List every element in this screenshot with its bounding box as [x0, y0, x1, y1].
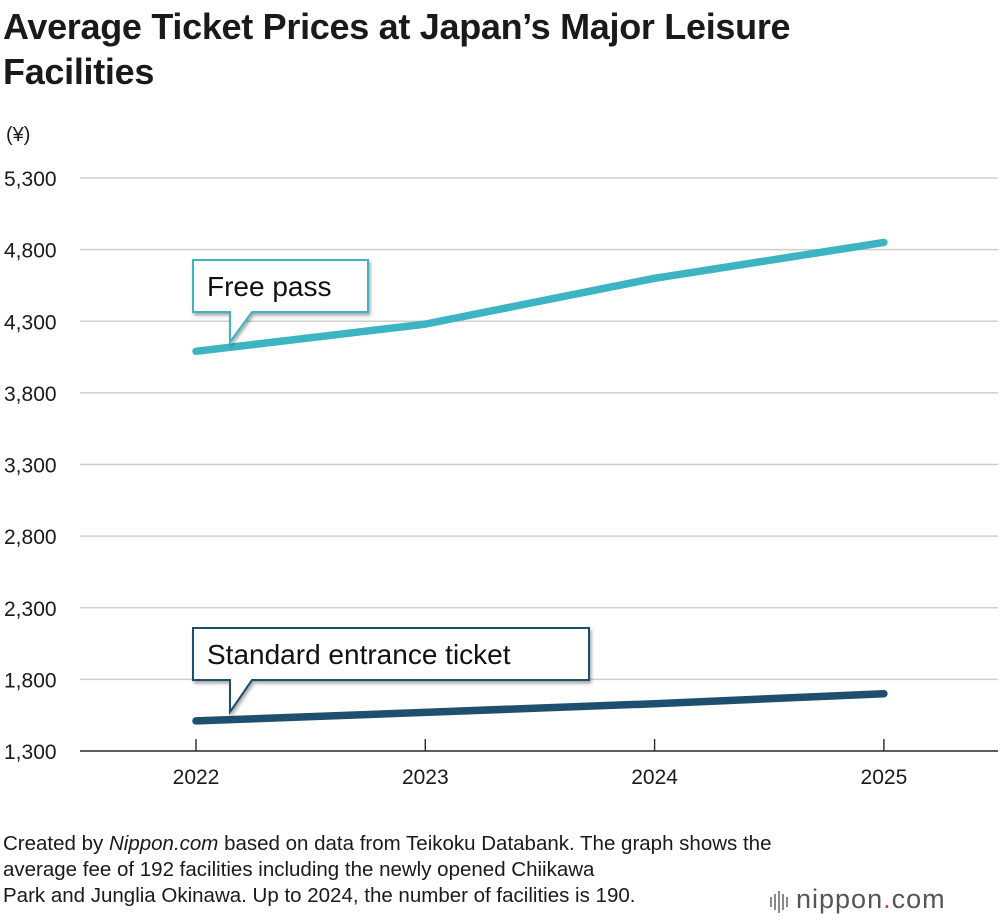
x-tick-label: 2024 [631, 766, 678, 789]
footnote-created-by: Created by [3, 832, 109, 855]
callout-box [192, 259, 369, 346]
footnote-source-name: Nippon.com [108, 832, 219, 855]
y-axis-ticks: 5,300 4,800 4,300 3,800 3,300 2,800 2,300 1,800… [4, 168, 57, 764]
x-tick-label: 2022 [173, 766, 220, 789]
y-tick-label: 2,300 [4, 598, 57, 621]
legend-label: Free pass [207, 271, 332, 302]
x-tick-label: 2023 [402, 766, 449, 789]
y-axis-unit-label: (¥) [6, 124, 30, 146]
logo-dot: . [883, 884, 892, 914]
footnote-line-1: Created by Nippon.com based on data from… [3, 831, 963, 857]
footnote-line-3: Park and Junglia Okinawa. Up to 2024, th… [3, 884, 636, 907]
y-tick-label: 2,800 [4, 526, 57, 549]
series-lines [192, 238, 888, 725]
callout-box [192, 627, 590, 716]
line-chart: (¥) 5,300 4,800 4,300 3,800 3,300 2,800 2,300 1… [4, 124, 998, 789]
footnote-line-2: average fee of 192 facilities including … [3, 858, 595, 881]
footnote: Created by Nippon.com based on data from… [3, 831, 963, 909]
y-tick-label: 3,300 [4, 455, 57, 478]
logo-bars-icon [770, 885, 790, 916]
series-line-free-pass [192, 238, 888, 356]
callout-free-pass: Free pass [192, 259, 369, 346]
x-axis-ticks: 2022 2023 2024 2025 [173, 739, 908, 789]
logo-suffix: com [891, 884, 946, 914]
series-line-standard-entrance-ticket [192, 689, 888, 725]
callout-standard-entrance-ticket: Standard entrance ticket [192, 627, 590, 716]
legend-label: Standard entrance ticket [207, 639, 511, 670]
y-tick-label: 1,300 [4, 741, 57, 764]
y-tick-label: 4,300 [4, 311, 57, 334]
logo-name: nippon [796, 884, 884, 914]
y-tick-label: 4,800 [4, 240, 57, 263]
y-tick-label: 5,300 [4, 168, 57, 191]
y-tick-label: 3,800 [4, 383, 57, 406]
x-tick-label: 2025 [861, 766, 908, 789]
footnote-line-1-rest: based on data from Teikoku Databank. The… [218, 832, 772, 855]
series-callouts: Free pass Standard entrance ticket [192, 259, 590, 716]
chart-title: Average Ticket Prices at Japan’s Major L… [3, 6, 791, 92]
nippon-logo: nippon.com [770, 884, 946, 914]
y-tick-label: 1,800 [4, 669, 57, 692]
